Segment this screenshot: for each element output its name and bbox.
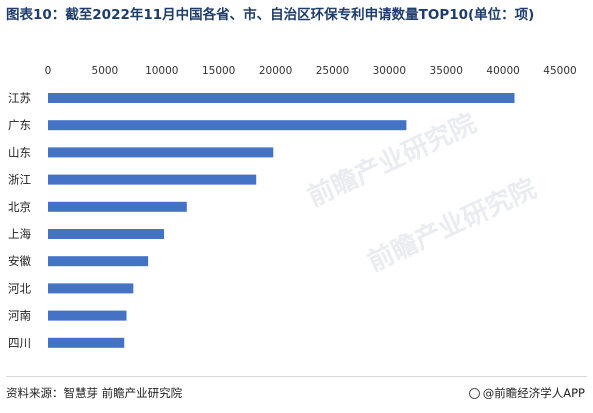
x-tick-label: 15000 [202, 65, 235, 77]
bar [48, 147, 274, 158]
source-note: 资料来源：智慧芽 前瞻产业研究院 [6, 386, 183, 400]
x-tick-label: 25000 [316, 65, 349, 77]
bar-chart: 0 5000 10000 15000 20000 25000 30000 35000 40000… [8, 65, 577, 350]
bar [48, 283, 134, 294]
bar [48, 256, 149, 267]
category-label: 山东 [8, 145, 31, 159]
category-label: 广东 [8, 118, 31, 132]
brand-text: @前瞻经济学人APP [482, 386, 585, 400]
x-tick-label: 45000 [543, 65, 576, 77]
x-tick-label: 35000 [430, 65, 463, 77]
x-tick-label: 5000 [92, 65, 119, 77]
x-tick-label: 0 [45, 65, 52, 77]
bar [48, 229, 165, 239]
bar [48, 310, 127, 321]
category-label: 安徽 [8, 254, 31, 268]
brand-credit: @前瞻经济学人APP [468, 385, 585, 401]
category-label: 上海 [8, 227, 31, 241]
bar [48, 337, 125, 348]
category-label: 浙江 [8, 173, 31, 187]
footer-divider [6, 376, 587, 377]
x-tick-label: 10000 [145, 65, 178, 77]
category-label: 河南 [8, 309, 31, 323]
category-label: 北京 [8, 200, 31, 214]
x-tick-label: 20000 [259, 65, 292, 77]
bar [48, 93, 515, 103]
category-label: 江苏 [8, 91, 31, 105]
x-tick-label: 40000 [486, 65, 519, 77]
chart-title: 图表10：截至2022年11月中国各省、市、自治区环保专利申请数量TOP10(单… [6, 7, 535, 23]
brand-logo-icon [468, 388, 480, 399]
bar [48, 174, 257, 185]
category-label: 河北 [8, 281, 31, 295]
bar [48, 120, 407, 131]
x-tick-label: 30000 [373, 65, 406, 77]
category-label: 四川 [8, 336, 31, 350]
bar [48, 201, 187, 212]
